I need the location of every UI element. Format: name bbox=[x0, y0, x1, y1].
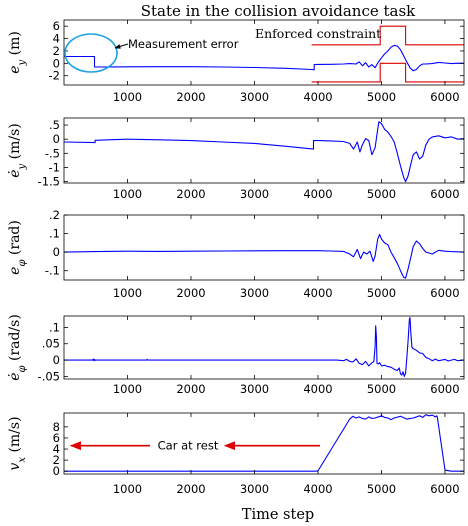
y-tick-label: 0 bbox=[53, 245, 60, 259]
series-line-1 bbox=[64, 317, 464, 377]
panel-4: 1000 2000 3000 4000 5000 6000 -.05 0 .05 .1 ėφ (ra… bbox=[7, 314, 465, 396]
plot-frame bbox=[63, 19, 465, 86]
measurement-error-label: Measurement error bbox=[128, 37, 239, 51]
y-axis-label-subscript: x bbox=[17, 457, 28, 463]
y-axis-label-subscript: φ bbox=[17, 260, 28, 267]
x-tick-label: 6000 bbox=[430, 482, 459, 496]
x-tick-label: 4000 bbox=[303, 187, 332, 201]
y-axis-label-subscript: y bbox=[17, 163, 28, 170]
y-tick-label: 0 bbox=[53, 464, 60, 478]
series-line-1 bbox=[64, 44, 464, 72]
constraint-upper-line bbox=[311, 25, 464, 46]
x-tick-label: 1000 bbox=[113, 482, 142, 496]
y-axis-label-symbol: v bbox=[7, 463, 23, 471]
y-tick-label: 0 bbox=[53, 56, 60, 70]
x-tick-label: 4000 bbox=[303, 382, 332, 396]
y-tick-label: -.1 bbox=[45, 264, 60, 278]
y-tick-label: 0 bbox=[53, 353, 60, 367]
plot-frame bbox=[63, 412, 465, 475]
x-tick-label: 2000 bbox=[176, 187, 205, 201]
car-at-rest-label: Car at rest bbox=[158, 439, 219, 453]
x-tick-label: 4000 bbox=[303, 286, 332, 300]
y-tick-label: -1 bbox=[49, 160, 60, 174]
enforced-constraint-label: Enforced constraint bbox=[255, 26, 381, 41]
x-tick-label: 5000 bbox=[367, 382, 396, 396]
x-tick-label: 2000 bbox=[176, 382, 205, 396]
series-line-1 bbox=[64, 414, 464, 472]
y-tick-label: -.5 bbox=[45, 146, 60, 160]
y-axis-label: ėφ (rad/s) bbox=[7, 314, 28, 381]
x-tick-label: 3000 bbox=[240, 286, 269, 300]
y-tick-label: 0 bbox=[53, 132, 60, 146]
y-axis-label: ėy (m/s) bbox=[7, 123, 28, 178]
x-tick-label: 6000 bbox=[430, 286, 459, 300]
y-tick-label: .05 bbox=[42, 337, 60, 351]
x-tick-label: 5000 bbox=[367, 187, 396, 201]
y-axis-label-unit: (rad) bbox=[7, 220, 23, 259]
x-tick-label: 3000 bbox=[240, 187, 269, 201]
y-tick-label: -1.5 bbox=[38, 175, 60, 189]
y-axis-label-subscript: y bbox=[17, 60, 28, 67]
measurement-error-arrow bbox=[114, 43, 129, 49]
y-axis-label: vx (m/s) bbox=[7, 416, 28, 470]
x-tick-label: 1000 bbox=[113, 90, 142, 104]
x-tick-label: 3000 bbox=[240, 382, 269, 396]
y-tick-label: .1 bbox=[49, 227, 60, 241]
y-axis-label-subscript: φ bbox=[17, 365, 28, 372]
y-tick-label: .2 bbox=[49, 208, 60, 222]
y-axis-label-symbol: e bbox=[7, 66, 23, 74]
y-axis-label-symbol: ė bbox=[7, 373, 23, 381]
plot-frame bbox=[63, 117, 465, 184]
x-tick-label: 6000 bbox=[430, 90, 459, 104]
y-axis-label-unit: (m/s) bbox=[7, 416, 23, 457]
y-tick-label: .1 bbox=[49, 320, 60, 334]
x-tick-label: 1000 bbox=[113, 286, 142, 300]
y-tick-label: 6 bbox=[53, 431, 60, 445]
x-tick-label: 6000 bbox=[430, 382, 459, 396]
plot-frame bbox=[63, 315, 465, 380]
x-tick-label: 3000 bbox=[240, 90, 269, 104]
x-tick-label: 2000 bbox=[176, 286, 205, 300]
y-axis-label-unit: (m/s) bbox=[7, 123, 23, 164]
x-tick-label: 1000 bbox=[113, 187, 142, 201]
y-tick-label: -2 bbox=[49, 69, 60, 83]
y-tick-label: 2 bbox=[53, 44, 60, 58]
plot-frame bbox=[63, 214, 465, 281]
y-tick-label: 2 bbox=[53, 453, 60, 467]
x-tick-label: 2000 bbox=[176, 90, 205, 104]
y-axis-label: eφ (rad) bbox=[7, 220, 28, 275]
y-tick-label: 8 bbox=[53, 420, 60, 434]
y-axis-label-unit: (rad/s) bbox=[7, 314, 23, 365]
y-tick-label: .5 bbox=[49, 118, 60, 132]
y-axis-label-symbol: e bbox=[7, 267, 23, 275]
x-tick-label: 6000 bbox=[430, 187, 459, 201]
x-tick-label: 5000 bbox=[367, 482, 396, 496]
y-tick-label: -.05 bbox=[38, 369, 60, 383]
series-line-1 bbox=[64, 121, 464, 183]
x-tick-label: 4000 bbox=[303, 90, 332, 104]
chart-title: State in the collision avoidance task bbox=[141, 2, 416, 20]
panel-2: 1000 2000 3000 4000 5000 6000 -1.5-1-.50.5 ėy (… bbox=[7, 117, 465, 201]
constraint-lower-line bbox=[311, 62, 464, 83]
measurement-error-ellipse bbox=[64, 33, 118, 73]
x-tick-label: 2000 bbox=[176, 482, 205, 496]
x-axis-label: Time step bbox=[242, 507, 314, 523]
x-tick-label: 5000 bbox=[367, 286, 396, 300]
x-tick-label: 3000 bbox=[240, 482, 269, 496]
y-tick-label: 4 bbox=[53, 32, 60, 46]
x-tick-label: 5000 bbox=[367, 90, 396, 104]
series-line-1 bbox=[64, 233, 464, 279]
x-tick-label: 4000 bbox=[303, 482, 332, 496]
x-tick-label: 1000 bbox=[113, 382, 142, 396]
y-tick-label: 6 bbox=[53, 19, 60, 33]
y-tick-label: 4 bbox=[53, 442, 60, 456]
panel-3: 1000 2000 3000 4000 5000 6000 -.1 0 .1 .2 eφ (rad) bbox=[7, 208, 465, 300]
y-axis-label-unit: (m) bbox=[7, 31, 23, 60]
y-axis-label-symbol: ė bbox=[7, 169, 23, 177]
y-axis-label: ey (m) bbox=[7, 31, 28, 74]
